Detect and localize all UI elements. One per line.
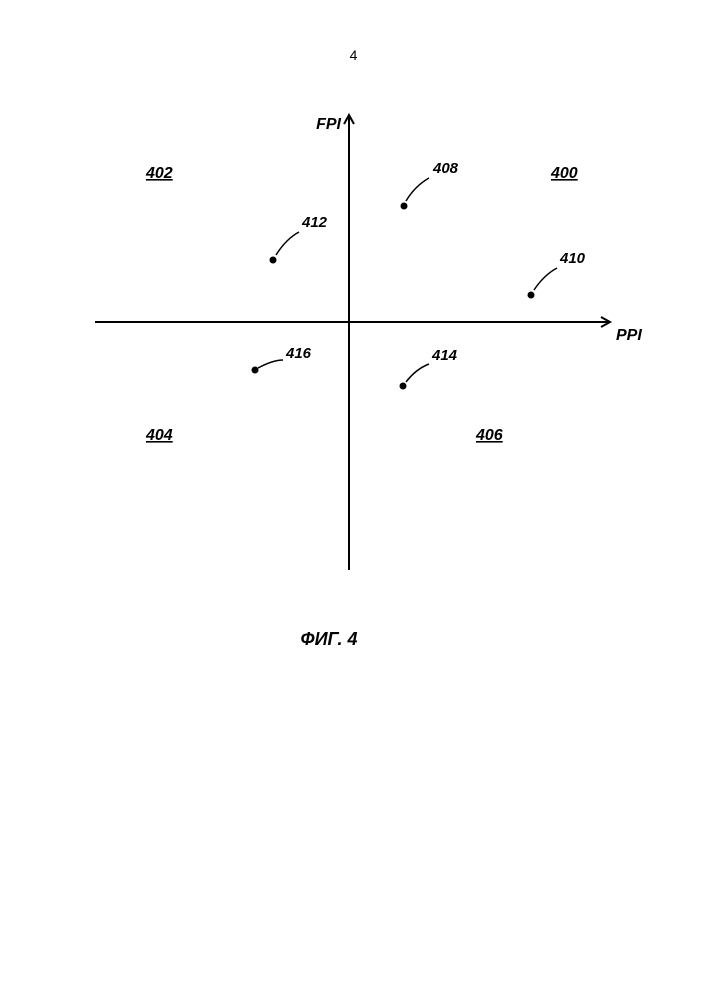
quadrant-label-404: 404 [145, 427, 173, 444]
point-label-416: 416 [285, 345, 312, 362]
data-points: 408 410 412 414 416 [252, 160, 586, 390]
figure-caption: ФИГ. 4 [301, 629, 358, 649]
quadrant-label-400: 400 [550, 165, 578, 182]
quadrant-label-406: 406 [475, 427, 503, 444]
point-414 [400, 383, 407, 390]
point-408 [401, 203, 408, 210]
point-410 [528, 292, 535, 299]
point-412 [270, 257, 277, 264]
point-label-412: 412 [301, 214, 328, 231]
point-label-408: 408 [432, 160, 459, 177]
leader-412 [276, 232, 299, 255]
point-label-410: 410 [559, 250, 586, 267]
x-axis-label: PPI [616, 327, 642, 344]
leader-410 [534, 268, 557, 290]
quadrant-labels: 400 402 404 406 [145, 165, 578, 444]
axes: PPI FPI [95, 115, 642, 570]
quadrant-label-402: 402 [145, 165, 173, 182]
leader-416 [258, 360, 283, 368]
figure-svg: 4 PPI FPI 400 402 404 406 408 410 412 414 416 Ф… [0, 0, 707, 1000]
point-label-414: 414 [431, 347, 458, 364]
page-number: 4 [350, 47, 358, 63]
point-416 [252, 367, 259, 374]
y-axis-label: FPI [316, 116, 341, 133]
leader-408 [406, 178, 429, 201]
leader-414 [406, 364, 429, 382]
